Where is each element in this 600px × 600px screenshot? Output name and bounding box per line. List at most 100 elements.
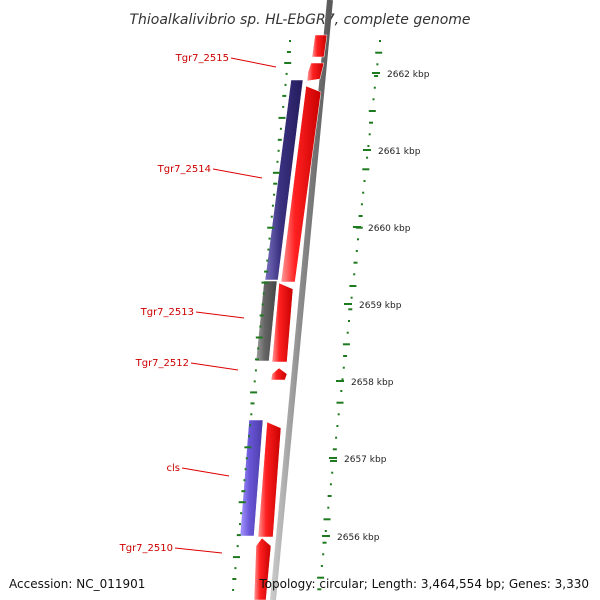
gc-dot <box>238 501 246 504</box>
gc-dot <box>346 331 349 334</box>
gc-dot <box>236 534 241 537</box>
gene-label: Tgr7_2513 <box>140 307 194 318</box>
gc-dot <box>267 226 275 229</box>
cds-arrow <box>311 34 328 58</box>
gc-dot <box>253 380 256 383</box>
tick-label: 2661 kbp <box>378 147 421 157</box>
cds-arrow <box>253 537 272 600</box>
gc-dot <box>353 261 358 264</box>
gc-dot <box>234 567 237 570</box>
gc-dot <box>327 495 332 497</box>
gc-dot <box>270 215 273 218</box>
tick-label: 2662 kbp <box>387 70 430 80</box>
gc-dot <box>249 424 252 427</box>
cds-arrow <box>271 282 294 363</box>
gc-dot <box>259 314 264 317</box>
tick-mark <box>372 72 380 74</box>
gc-dot <box>336 425 339 427</box>
gc-content-track <box>232 40 383 591</box>
gc-dot <box>259 325 262 328</box>
gene-connector-line <box>174 547 223 554</box>
gc-dot <box>379 40 381 42</box>
gc-dot <box>342 343 350 346</box>
gc-dot <box>323 518 331 521</box>
gc-dot <box>332 448 337 451</box>
gc-dot <box>336 401 344 404</box>
tick-label: 2658 kbp <box>351 378 394 388</box>
gc-dot <box>327 506 330 509</box>
gc-dot <box>337 413 340 416</box>
gc-dot <box>266 259 269 262</box>
gc-dot <box>271 204 274 207</box>
gc-dot <box>254 369 257 372</box>
gc-dot <box>284 83 287 86</box>
tick-label: 2659 kbp <box>359 301 402 311</box>
gc-dot <box>350 296 353 299</box>
gc-dot <box>248 435 251 438</box>
gc-dot <box>348 308 353 311</box>
cog-block <box>264 79 304 281</box>
gene-connector-line <box>190 362 239 371</box>
gc-dot <box>233 556 240 559</box>
features-layer <box>239 34 328 600</box>
gc-dot <box>255 358 259 361</box>
position-ticks: 2662 kbp 2661 kbp 2660 kbp 2659 kbp 2658 kbp… <box>322 70 430 543</box>
tick-label: 2656 kbp <box>337 533 380 543</box>
gc-dot <box>284 62 292 64</box>
gc-dot <box>367 145 370 147</box>
gc-dot <box>273 182 278 185</box>
gc-dot <box>375 51 383 54</box>
gc-dot <box>374 75 379 77</box>
gc-dot <box>368 133 371 136</box>
gc-dot <box>241 490 246 493</box>
gc-dot <box>369 121 373 124</box>
gc-dot <box>342 366 345 369</box>
gc-dot <box>267 248 270 251</box>
tick-mark <box>336 380 344 382</box>
gc-dot <box>232 589 235 591</box>
gc-dot <box>368 110 376 112</box>
tick-label: 2657 kbp <box>344 455 387 465</box>
gc-dot <box>255 336 263 339</box>
tick-mark <box>329 457 337 459</box>
gc-dot <box>340 390 343 392</box>
gene-connector-line <box>212 168 263 179</box>
gc-dot <box>317 576 325 579</box>
map-title: Thioalkalivibrio sp. HL-EbGR7, complete … <box>129 12 470 28</box>
tick-mark <box>322 535 330 537</box>
gc-dot <box>240 512 243 515</box>
gc-dot <box>322 553 325 556</box>
gc-dot <box>341 378 344 381</box>
gc-dot <box>329 483 332 486</box>
gc-dot <box>278 116 286 119</box>
gc-dot <box>243 479 246 482</box>
gc-dot <box>262 292 265 295</box>
gc-dot <box>286 51 291 53</box>
gc-dot <box>261 303 264 306</box>
gc-dot <box>349 285 357 287</box>
gc-dot <box>268 237 271 240</box>
gc-dot <box>276 160 279 163</box>
tick-label: 2660 kbp <box>368 224 411 234</box>
gc-dot <box>353 273 356 276</box>
gc-dot <box>264 270 269 273</box>
tick-mark <box>344 303 352 305</box>
gc-dot <box>250 391 258 394</box>
gc-dot <box>355 250 358 252</box>
gc-dot <box>273 193 276 196</box>
cds-arrow <box>280 85 322 283</box>
gc-dot <box>277 149 280 152</box>
gc-dot <box>324 530 327 532</box>
gc-dot <box>279 127 282 130</box>
gc-dot <box>373 86 376 89</box>
gene-connector-line <box>181 467 230 477</box>
gene-label: Tgr7_2510 <box>119 543 173 554</box>
gc-dot <box>366 156 369 159</box>
gc-dot <box>239 523 241 526</box>
gene-label: Tgr7_2515 <box>175 53 229 64</box>
gc-dot <box>317 588 322 591</box>
gc-dot <box>330 460 337 462</box>
gc-dot <box>358 215 363 217</box>
